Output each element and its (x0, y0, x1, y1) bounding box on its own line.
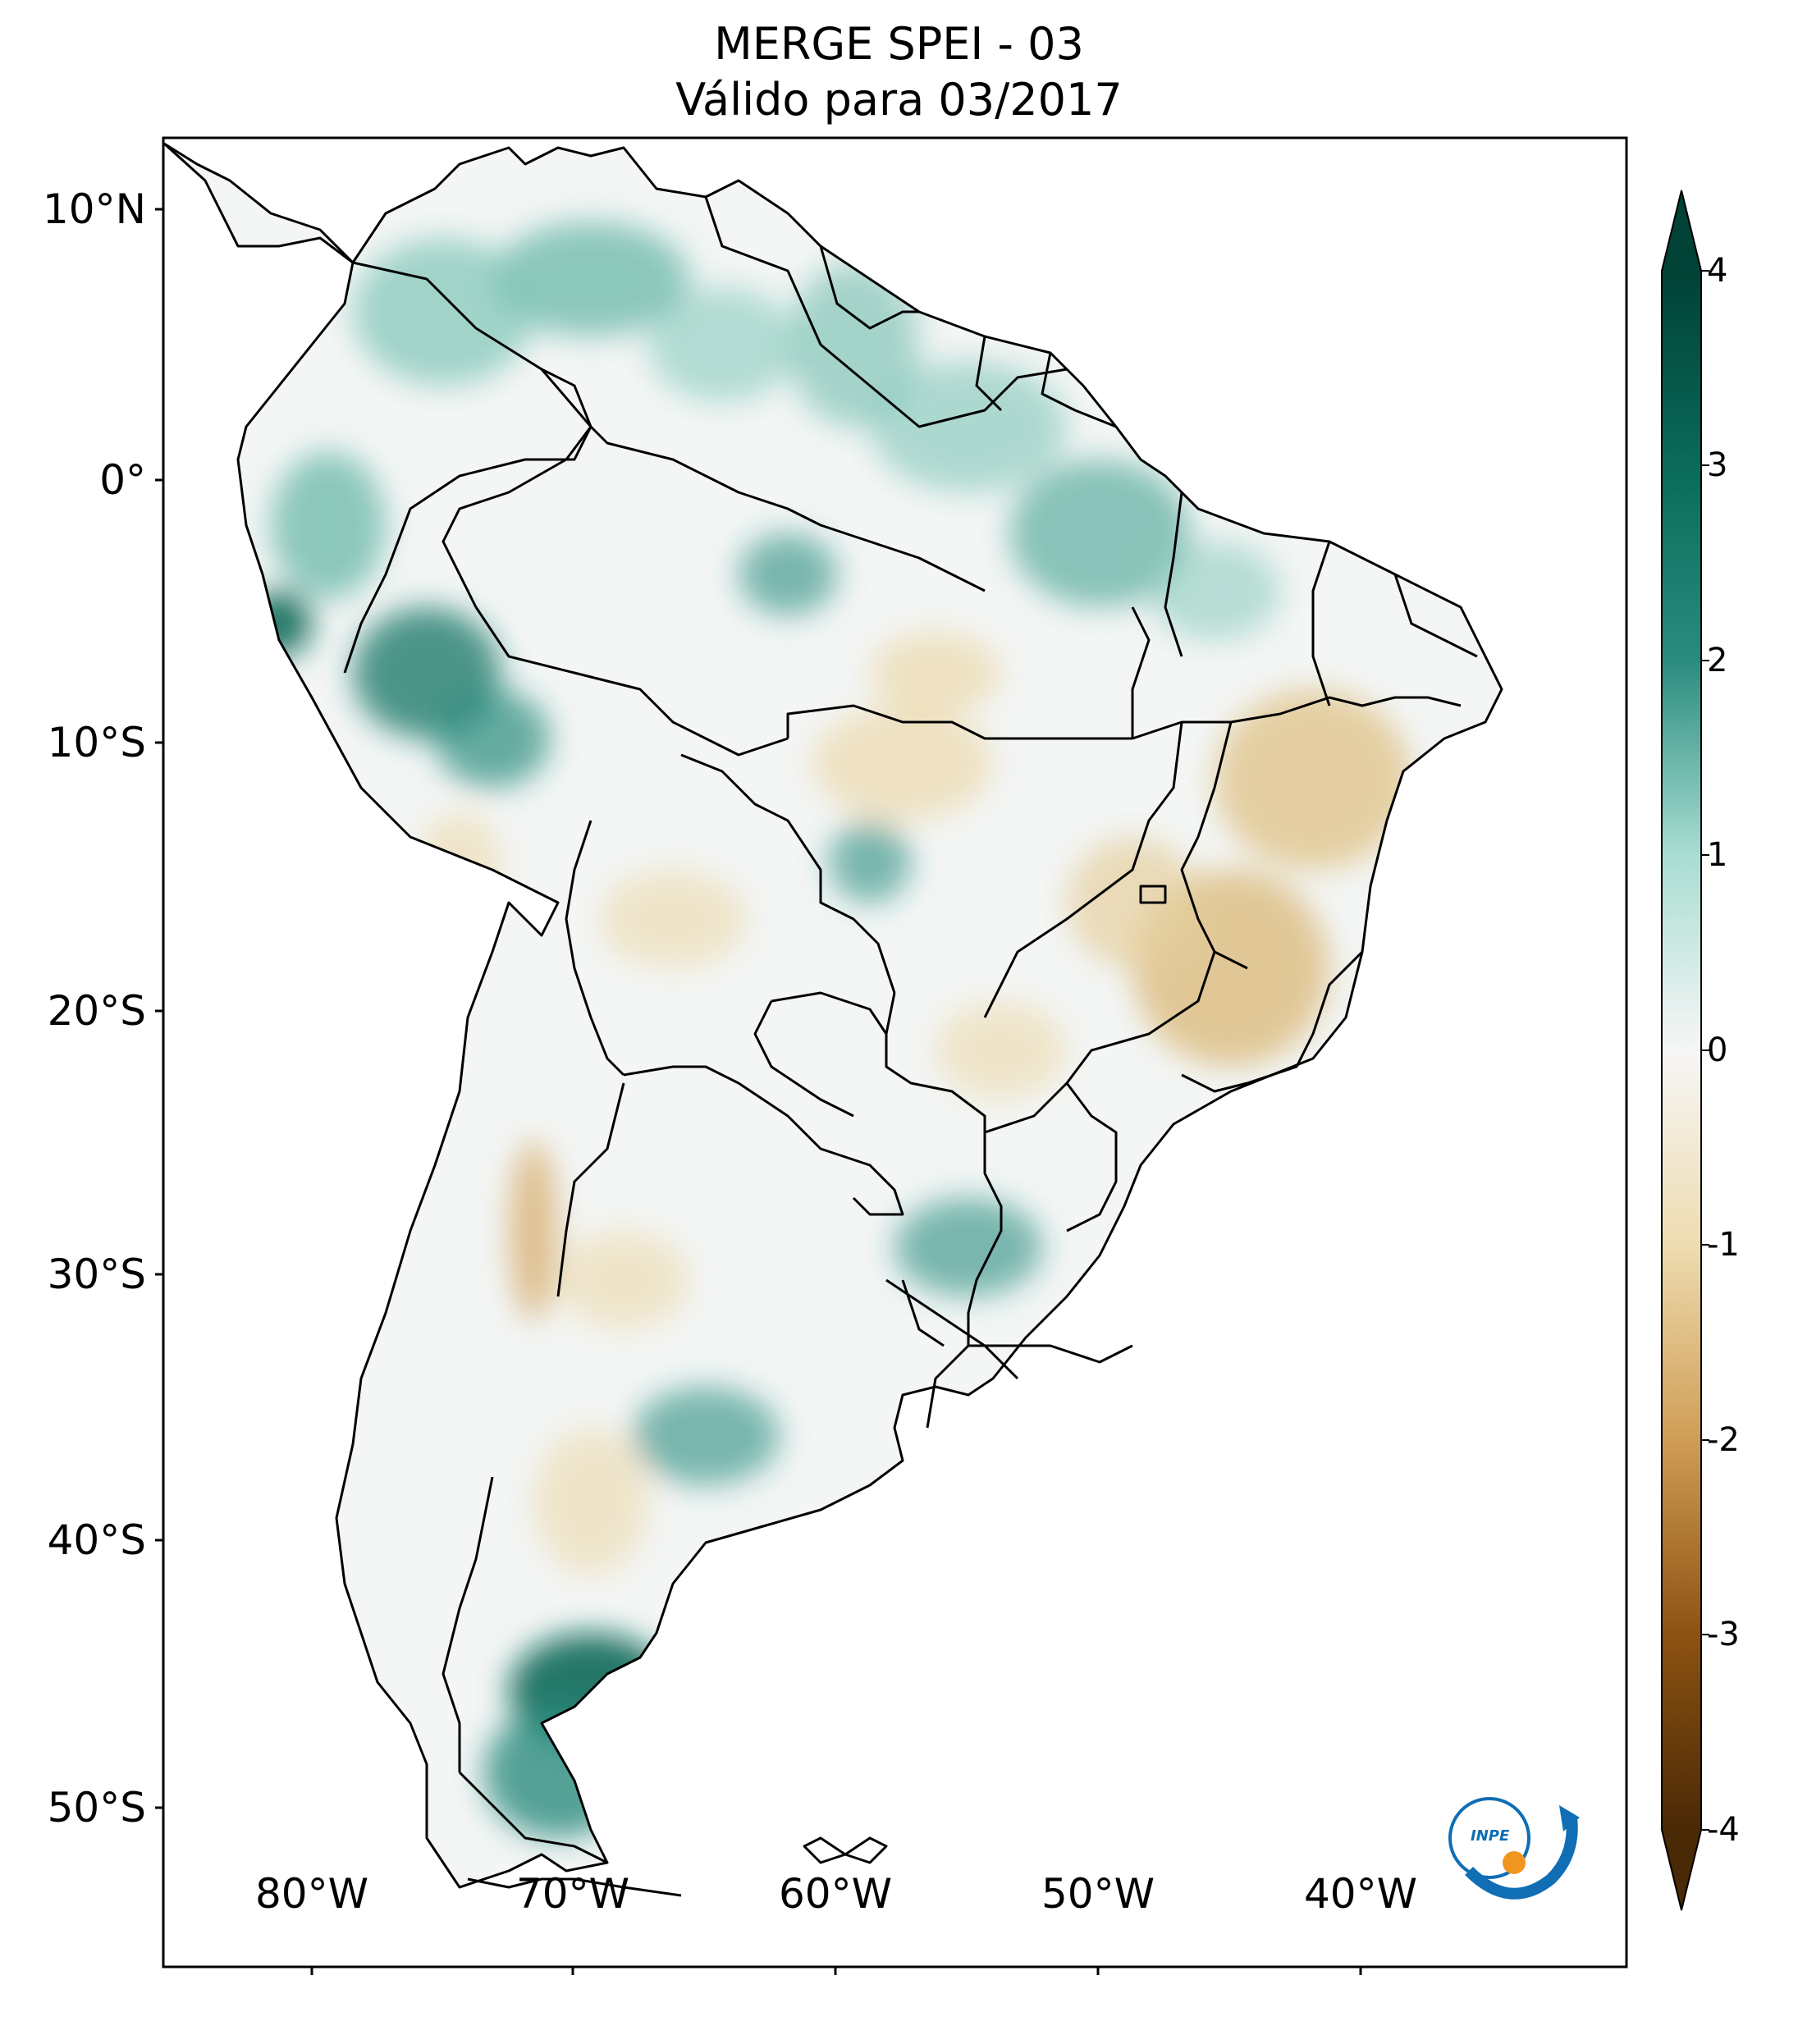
lat-label-10n: 10°N (42, 185, 146, 233)
colorbar-tick-4: 4 (1707, 252, 1728, 290)
lon-label-70w: 70°W (515, 1870, 630, 1918)
country-borders (162, 142, 1503, 1897)
lat-label-50s: 50°S (47, 1784, 146, 1831)
lat-label-30s: 30°S (47, 1251, 146, 1298)
lon-label-50w: 50°W (1041, 1870, 1155, 1918)
colorbar-tick-0: 0 (1707, 1031, 1728, 1069)
lat-label-0: 0° (99, 456, 146, 504)
colorbar-tick-1: 1 (1707, 836, 1728, 874)
lat-label-40s: 40°S (47, 1516, 146, 1564)
map-subtitle: Válido para 03/2017 (675, 74, 1123, 126)
colorbar-tick-neg2: -2 (1707, 1421, 1740, 1459)
lon-label-80w: 80°W (254, 1870, 369, 1918)
map-axis-ticks (155, 208, 1362, 1975)
lat-label-10s: 10°S (47, 719, 146, 766)
map-title: MERGE SPEI - 03 (714, 18, 1084, 70)
colorbar-tick-2: 2 (1707, 642, 1728, 679)
inpe-logo (1448, 1797, 1580, 1900)
colorbar-tick-neg4: -4 (1707, 1811, 1740, 1849)
lon-label-40w: 40°W (1303, 1870, 1418, 1918)
inpe-logo-text: INPE (1471, 1827, 1510, 1845)
colorbar-tick-neg1: -1 (1707, 1226, 1740, 1264)
lon-label-60w: 60°W (778, 1870, 893, 1918)
colorbar-tick-neg3: -3 (1707, 1616, 1740, 1653)
colorbar-tick-3: 3 (1707, 446, 1728, 484)
lat-label-20s: 20°S (47, 987, 146, 1035)
colorbar (1661, 190, 1709, 1911)
